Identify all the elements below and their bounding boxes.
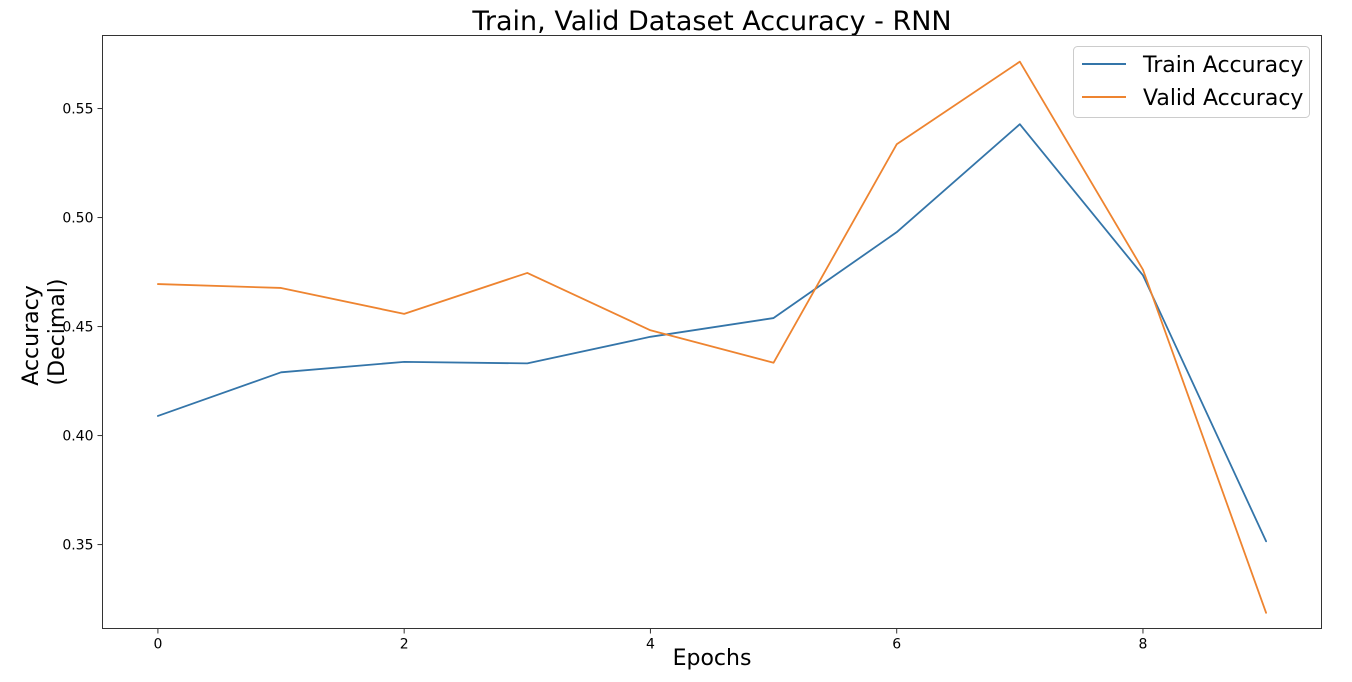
x-axis-title: Epochs — [673, 646, 752, 671]
chart-title: Train, Valid Dataset Accuracy - RNN — [471, 6, 951, 37]
x-tick-label: 4 — [646, 637, 655, 653]
series-layer — [157, 60, 1267, 614]
legend-label-train: Train Accuracy — [1142, 53, 1303, 78]
series-line-valid — [157, 60, 1267, 614]
y-tick-label: 0.35 — [62, 538, 93, 554]
x-axis-ticks: 0 2 4 6 8 — [153, 628, 1147, 653]
legend-box — [1073, 46, 1310, 118]
x-tick-label: 6 — [892, 637, 901, 653]
y-axis-title: Accuracy (Decimal) — [19, 278, 70, 385]
legend-label-valid: Valid Accuracy — [1143, 86, 1303, 111]
y-axis-title-line-1: Accuracy — [19, 285, 44, 385]
y-tick-label: 0.45 — [62, 320, 93, 336]
y-tick-label: 0.55 — [62, 102, 93, 118]
x-tick-label: 8 — [1138, 637, 1147, 653]
x-tick-label: 2 — [400, 637, 409, 653]
y-axis-ticks: 0.35 0.40 0.45 0.50 0.55 — [62, 102, 103, 554]
x-tick-label: 0 — [153, 637, 162, 653]
series-line-train — [157, 123, 1267, 543]
plot-area — [102, 35, 1322, 629]
plot-frame — [102, 35, 1322, 629]
y-tick-label: 0.50 — [62, 211, 93, 227]
y-tick-label: 0.40 — [62, 429, 93, 445]
legend: Train Accuracy Valid Accuracy — [1073, 46, 1310, 118]
y-axis-title-line-2: (Decimal) — [45, 279, 70, 386]
